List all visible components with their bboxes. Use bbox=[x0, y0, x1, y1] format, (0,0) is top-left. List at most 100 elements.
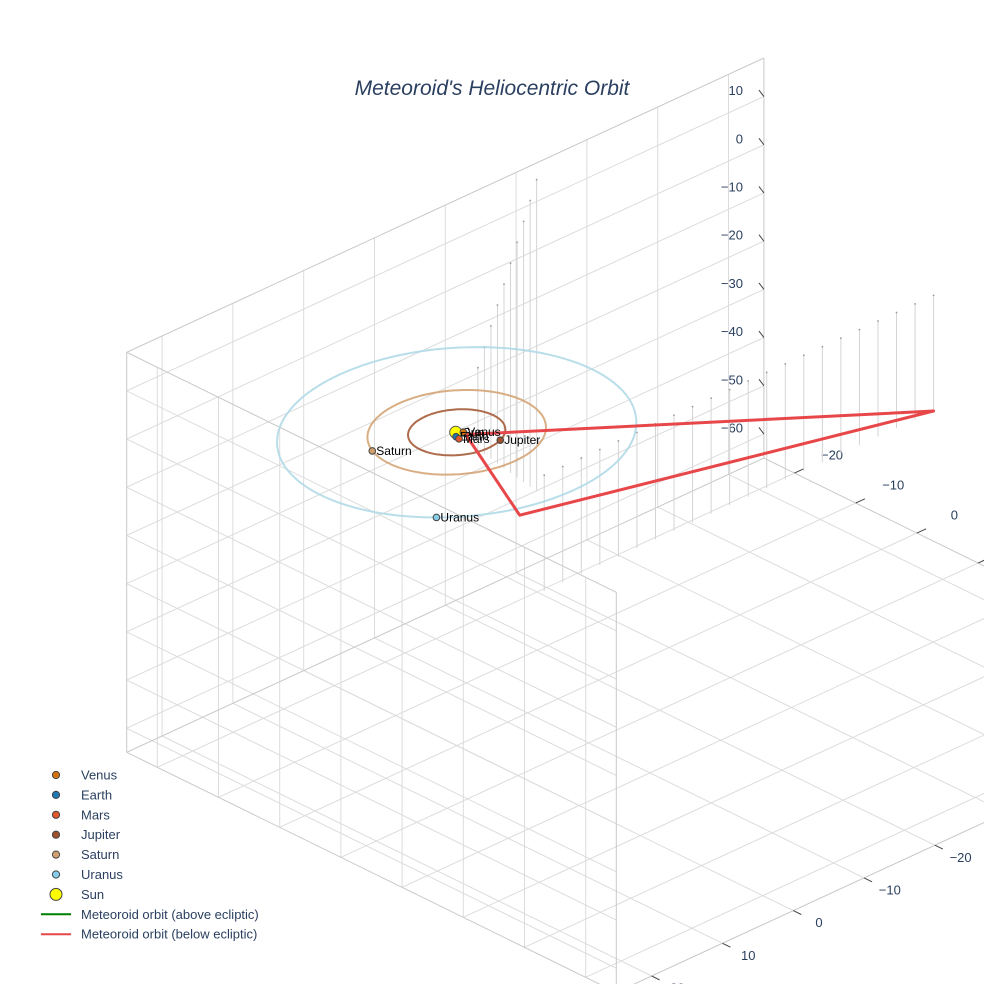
grid-line bbox=[516, 573, 984, 813]
drop-line-tip bbox=[536, 179, 538, 181]
x-tick bbox=[978, 559, 984, 563]
drop-line-tip bbox=[529, 200, 531, 202]
box-edge bbox=[764, 458, 984, 698]
grid-line bbox=[375, 638, 865, 878]
y-tick-label: 10 bbox=[741, 948, 755, 963]
grid-line bbox=[525, 653, 984, 947]
legend-marker-swatch bbox=[52, 871, 59, 878]
legend-item: Saturn bbox=[52, 847, 119, 862]
grid-line bbox=[402, 593, 984, 887]
z-tick bbox=[759, 379, 764, 385]
drop-line-tip bbox=[729, 389, 731, 391]
y-tick-label: −20 bbox=[950, 850, 972, 865]
grid-line bbox=[127, 487, 617, 727]
legend-label: Jupiter bbox=[81, 827, 121, 842]
y-tick-label: −10 bbox=[879, 883, 901, 898]
legend-label: Earth bbox=[81, 787, 112, 802]
y-tick bbox=[723, 943, 731, 947]
legend-marker-swatch bbox=[52, 811, 59, 818]
box-edge bbox=[616, 698, 984, 984]
x-tick bbox=[795, 469, 804, 473]
z-tick bbox=[759, 138, 764, 144]
drop-line-tip bbox=[543, 474, 545, 476]
z-tick-label: −30 bbox=[721, 276, 743, 291]
legend-marker-swatch bbox=[52, 791, 59, 798]
x-tick-label: −10 bbox=[882, 478, 904, 493]
planet-marker-mars bbox=[456, 436, 463, 443]
planet-label-jupiter: Jupiter bbox=[504, 433, 540, 447]
z-tick-label: −40 bbox=[721, 324, 743, 339]
drop-line-tip bbox=[747, 380, 749, 382]
drop-line-tip bbox=[617, 440, 619, 442]
grid-line bbox=[658, 507, 984, 747]
legend-item: Jupiter bbox=[52, 827, 120, 842]
drop-line-tip bbox=[914, 303, 916, 305]
y-tick-label: 20 bbox=[670, 981, 684, 984]
z-tick bbox=[759, 90, 764, 96]
drop-line-tip bbox=[784, 363, 786, 365]
drop-line-tip bbox=[599, 449, 601, 451]
legend-label: Venus bbox=[81, 768, 118, 783]
grid-line bbox=[587, 540, 984, 780]
grid-line bbox=[127, 632, 617, 872]
planet-marker-jupiter bbox=[497, 437, 504, 444]
drop-line-tip bbox=[803, 354, 805, 356]
drop-line-tip bbox=[636, 431, 638, 433]
legend-marker-swatch bbox=[52, 771, 59, 778]
planet-marker-uranus bbox=[433, 514, 440, 521]
x-tick bbox=[917, 529, 926, 533]
planet-label-mars: Mars bbox=[463, 432, 490, 446]
drop-line-tip bbox=[840, 337, 842, 339]
legend-label: Sun bbox=[81, 887, 104, 902]
drop-line-tip bbox=[821, 346, 823, 348]
drop-line-tip bbox=[766, 372, 768, 374]
drop-line-tip bbox=[710, 397, 712, 399]
legend-label: Mars bbox=[81, 807, 110, 822]
drop-line-tip bbox=[503, 283, 505, 285]
grid-line bbox=[445, 605, 935, 845]
y-tick bbox=[652, 976, 660, 980]
legend-marker-swatch bbox=[50, 888, 62, 900]
z-tick bbox=[759, 235, 764, 241]
planet-label-saturn: Saturn bbox=[376, 444, 411, 458]
drop-line-tip bbox=[562, 466, 564, 468]
z-tick bbox=[759, 283, 764, 289]
y-tick-label: 0 bbox=[815, 915, 822, 930]
drop-line-tip bbox=[859, 329, 861, 331]
drop-line-tip bbox=[490, 325, 492, 327]
legend-item: Uranus bbox=[52, 867, 123, 882]
z-tick-label: 10 bbox=[728, 83, 742, 98]
x-tick-label: 0 bbox=[951, 508, 958, 523]
legend-item: Sun bbox=[50, 887, 104, 902]
z-tick bbox=[759, 331, 764, 337]
drop-line-tip bbox=[896, 312, 898, 314]
legend-item: Mars bbox=[52, 807, 110, 822]
z-tick bbox=[759, 427, 764, 433]
drop-line-tip bbox=[523, 220, 525, 222]
legend-label: Meteoroid orbit (above ecliptic) bbox=[81, 907, 259, 922]
x-tick-label: −20 bbox=[821, 448, 843, 463]
y-tick bbox=[935, 845, 943, 849]
planet-marker-saturn bbox=[369, 448, 376, 455]
z-tick-label: −10 bbox=[721, 179, 743, 194]
z-tick-label: −50 bbox=[721, 372, 743, 387]
drop-line-tip bbox=[477, 367, 479, 369]
drop-line-tip bbox=[510, 262, 512, 264]
grid-line bbox=[463, 623, 984, 917]
legend-label: Uranus bbox=[81, 867, 123, 882]
legend-marker-swatch bbox=[52, 851, 59, 858]
chart-title: Meteoroid's Heliocentric Orbit bbox=[355, 77, 631, 100]
box-edge bbox=[127, 352, 617, 592]
z-tick-label: −20 bbox=[721, 228, 743, 243]
legend-item: Meteoroid orbit (below ecliptic) bbox=[41, 927, 257, 942]
drop-line-tip bbox=[877, 320, 879, 322]
planet-label-uranus: Uranus bbox=[440, 510, 479, 524]
grid-line bbox=[127, 535, 617, 775]
y-tick bbox=[864, 878, 872, 882]
grid-line bbox=[127, 439, 617, 679]
axis-grid bbox=[127, 58, 984, 984]
drop-line-tip bbox=[673, 414, 675, 416]
